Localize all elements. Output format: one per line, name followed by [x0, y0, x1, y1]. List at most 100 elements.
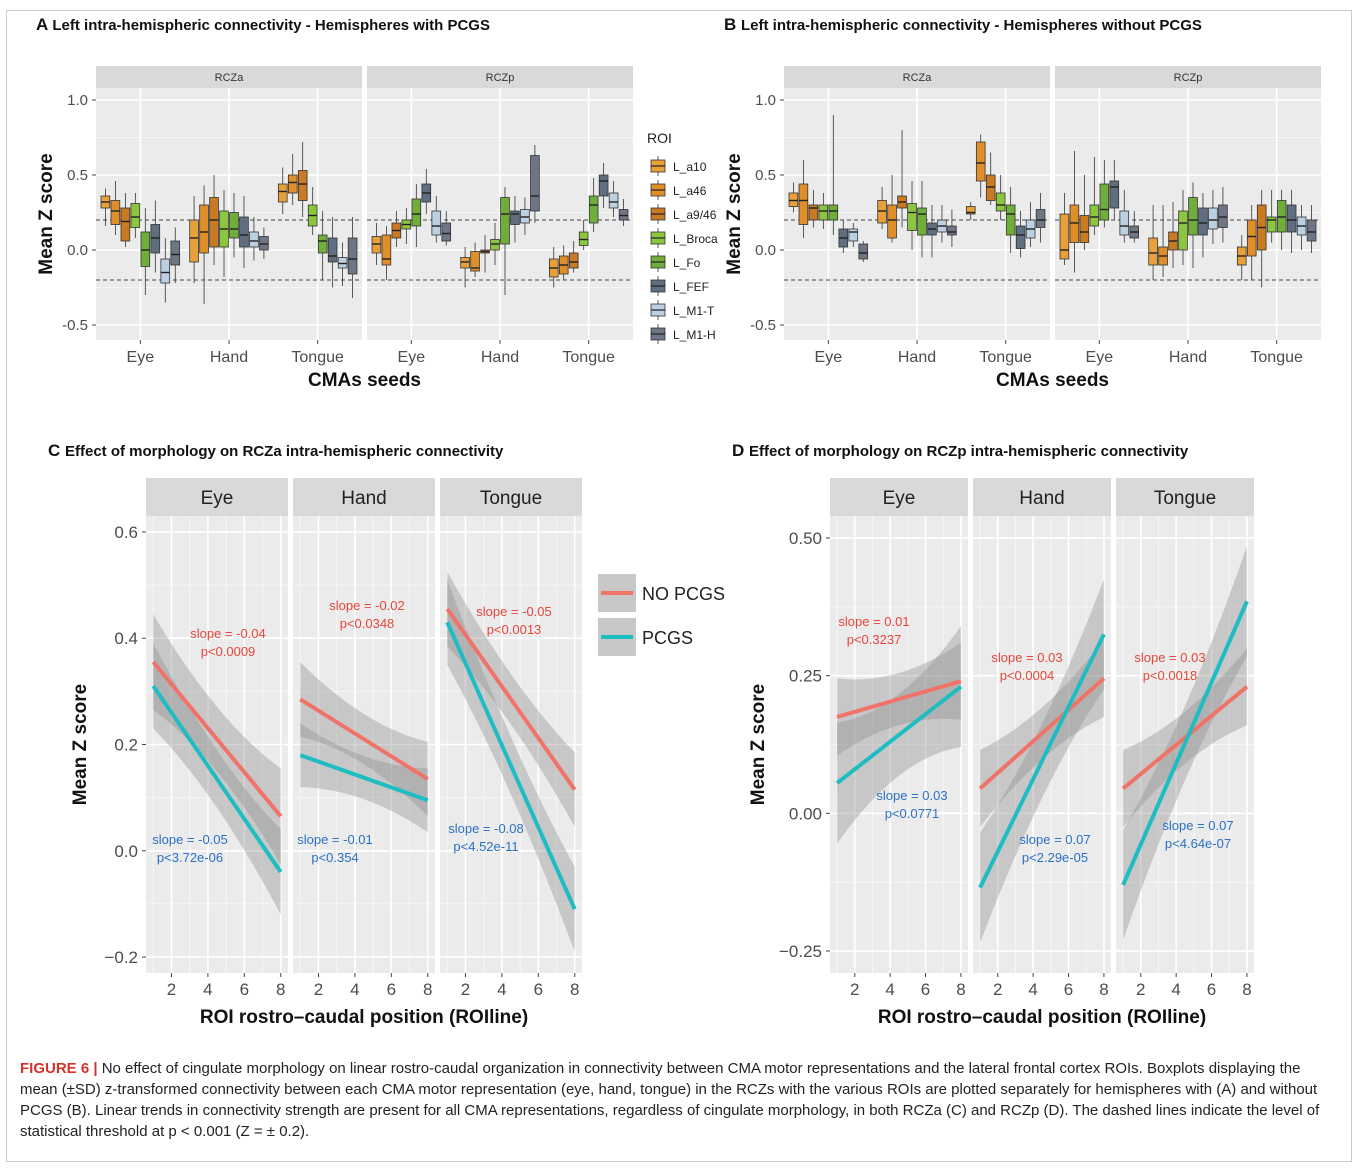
box: [337, 257, 348, 269]
x-tick-label: Hand: [898, 349, 936, 366]
x-tick-label: 8: [1242, 980, 1251, 999]
facet-strip: [1116, 478, 1254, 516]
y-tick-label: 1.0: [755, 92, 776, 109]
y-axis-label: Mean Z score: [748, 684, 769, 805]
box: [297, 170, 308, 201]
slope-annotation: slope = -0.05: [152, 832, 228, 847]
facet-strip: [830, 478, 968, 516]
y-tick-label: -0.5: [750, 317, 776, 334]
box: [848, 228, 859, 242]
box: [1286, 204, 1297, 233]
facet-label: Eye: [883, 488, 916, 509]
x-tick-label: Eye: [815, 349, 843, 366]
slope-annotation: slope = -0.08: [448, 821, 524, 836]
box: [877, 200, 887, 224]
x-tick-label: 2: [167, 980, 176, 999]
box: [140, 231, 151, 267]
y-axis-label: Mean Z score: [36, 153, 57, 274]
x-tick-label: 8: [423, 980, 432, 999]
slope-annotation: slope = 0.07: [1019, 832, 1090, 847]
box: [887, 204, 897, 239]
box: [431, 210, 442, 236]
box: [199, 204, 209, 254]
legend-entry: L_Fo: [673, 256, 701, 270]
box: [259, 236, 269, 251]
box: [1198, 207, 1208, 236]
x-tick-label: Tongue: [291, 349, 344, 366]
slope-annotation: slope = 0.03: [876, 788, 947, 803]
box: [160, 258, 171, 284]
box: [858, 243, 869, 260]
x-tick-label: 4: [1171, 980, 1180, 999]
box: [189, 219, 199, 263]
x-tick-label: 2: [1136, 980, 1145, 999]
box: [371, 236, 382, 254]
box: [441, 222, 452, 242]
y-tick-label: -0.5: [62, 317, 88, 334]
x-tick-label: 6: [1207, 980, 1216, 999]
slope-annotation: slope = 0.07: [1162, 818, 1233, 833]
regression-line: [445, 607, 577, 791]
x-tick-label: 4: [350, 980, 359, 999]
box: [568, 252, 579, 269]
caption-label: FIGURE 6 |: [20, 1060, 98, 1077]
facet-label: RCZp: [486, 72, 515, 84]
x-tick-label: Tongue: [562, 349, 615, 366]
x-tick-label: 6: [1064, 980, 1073, 999]
box: [1059, 213, 1070, 260]
box: [1079, 215, 1090, 243]
box: [965, 206, 976, 215]
box: [209, 197, 219, 248]
box: [828, 204, 839, 221]
box: [277, 183, 288, 203]
x-axis-label: ROI rostro–caudal position (ROIline): [200, 1007, 528, 1028]
y-tick-label: 0.5: [755, 167, 776, 184]
box: [995, 192, 1006, 212]
facet-strip: [96, 66, 362, 88]
box: [1099, 183, 1110, 221]
x-tick-label: 4: [885, 980, 894, 999]
facet-strip: [367, 66, 633, 88]
facet-strip: [293, 478, 435, 516]
box: [1188, 197, 1198, 236]
facet-label: RCZa: [215, 72, 245, 84]
box: [1005, 204, 1016, 236]
x-axis-label: CMAs seeds: [996, 370, 1109, 391]
y-tick-label: 0.2: [114, 736, 138, 755]
slope-annotation: slope = 0.03: [991, 650, 1062, 665]
box: [317, 234, 328, 254]
box: [788, 192, 799, 207]
y-tick-label: −0.2: [104, 948, 138, 967]
facet-strip: [440, 478, 582, 516]
y-tick-label: 0.25: [789, 667, 822, 686]
y-axis-label: Mean Z score: [70, 684, 91, 805]
legend-entry: L_a10: [673, 160, 707, 174]
y-tick-label: 0.4: [114, 629, 138, 648]
y-tick-label: −0.25: [779, 942, 822, 961]
x-tick-label: 6: [534, 980, 543, 999]
legend-entry: PCGS: [642, 628, 693, 648]
box: [530, 155, 540, 212]
slope-annotation: p<3.72e-06: [157, 850, 223, 865]
box: [907, 203, 917, 231]
box: [239, 216, 249, 248]
box: [1148, 237, 1158, 266]
box: [1208, 207, 1218, 230]
box: [975, 141, 986, 182]
box: [1015, 225, 1026, 249]
box: [917, 207, 927, 236]
x-axis-label: ROI rostro–caudal position (ROIline): [878, 1007, 1206, 1028]
x-tick-label: 6: [387, 980, 396, 999]
x-tick-label: 2: [314, 980, 323, 999]
box: [510, 210, 520, 225]
x-tick-label: Eye: [127, 349, 155, 366]
y-tick-label: 0.0: [67, 242, 88, 259]
x-tick-label: Hand: [210, 349, 248, 366]
slope-annotation: p<4.64e-07: [1165, 836, 1231, 851]
x-tick-label: Tongue: [979, 349, 1032, 366]
panel-title-A: A Left intra-hemispheric connectivity - …: [36, 15, 490, 34]
slope-annotation: p<0.0771: [885, 806, 940, 821]
facet-label: RCZp: [1174, 72, 1203, 84]
box: [287, 174, 298, 194]
